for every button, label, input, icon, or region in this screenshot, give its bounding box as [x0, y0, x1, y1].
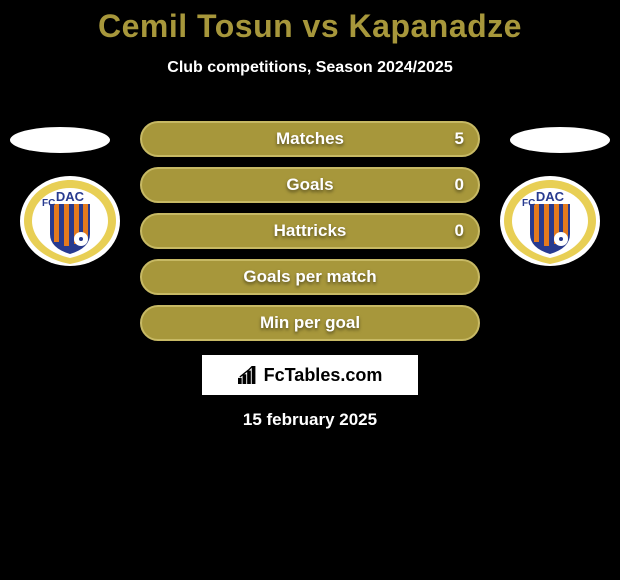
stat-label: Goals: [286, 175, 333, 195]
stat-label: Hattricks: [274, 221, 347, 241]
svg-text:FC: FC: [522, 198, 535, 209]
page-title: Cemil Tosun vs Kapanadze: [0, 0, 620, 45]
svg-text:DAC: DAC: [56, 189, 85, 204]
club-badge-left: FC DAC: [20, 176, 120, 266]
stat-value-right: 5: [455, 129, 464, 149]
stat-bar: Goals 0: [140, 167, 480, 203]
stat-bar: Goals per match: [140, 259, 480, 295]
svg-text:FC: FC: [42, 198, 55, 209]
bar-chart-icon: [238, 366, 260, 384]
stat-label: Goals per match: [243, 267, 376, 287]
stat-bar: Min per goal: [140, 305, 480, 341]
date: 15 february 2025: [0, 410, 620, 430]
club-badge-right: FC DAC: [500, 176, 600, 266]
fctables-logo-text: FcTables.com: [264, 365, 383, 386]
stat-label: Matches: [276, 129, 344, 149]
stats-container: Matches 5 Goals 0 Hattricks 0 Goals per match M…: [140, 121, 480, 351]
stat-value-right: 0: [455, 175, 464, 195]
player-photo-left: [10, 127, 110, 153]
svg-text:DAC: DAC: [536, 189, 565, 204]
fctables-logo[interactable]: FcTables.com: [202, 355, 418, 395]
subtitle: Club competitions, Season 2024/2025: [0, 59, 620, 77]
stat-bar: Matches 5: [140, 121, 480, 157]
stat-label: Min per goal: [260, 313, 360, 333]
player-photo-right: [510, 127, 610, 153]
stat-value-right: 0: [455, 221, 464, 241]
stat-bar: Hattricks 0: [140, 213, 480, 249]
